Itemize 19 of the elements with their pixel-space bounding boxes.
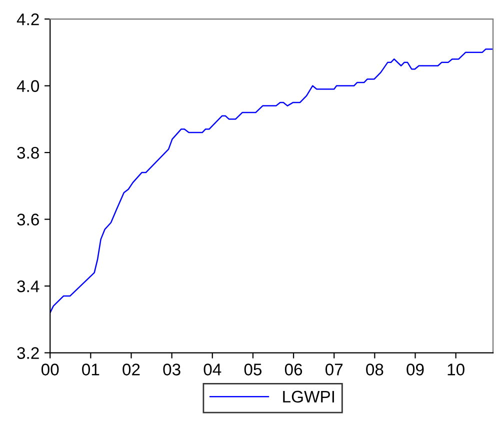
y-tick-label: 3.4 (17, 280, 40, 292)
x-tick-label: 02 (122, 364, 140, 376)
line-series (50, 48, 494, 314)
y-tick-label: 3.6 (17, 214, 39, 226)
y-tick-label: 4.2 (16, 13, 39, 26)
x-tick-label: 01 (82, 364, 100, 376)
x-tick-label: 00 (41, 364, 59, 376)
x-tick-label: 04 (204, 364, 222, 376)
x-tick-label: 09 (406, 364, 424, 376)
x-tick-label: 06 (284, 364, 302, 376)
x-tick-label: 08 (366, 364, 384, 376)
x-tick-label: 05 (244, 364, 262, 376)
legend-label: LGWPI (283, 390, 334, 403)
y-tick-label: 3.2 (17, 347, 39, 359)
x-tick-label: 03 (163, 364, 180, 376)
x-tick-label: 10 (448, 364, 464, 376)
y-tick-label: 4.0 (16, 80, 40, 92)
x-tick-label: 07 (325, 364, 343, 376)
y-tick-label: 3.8 (17, 146, 39, 159)
